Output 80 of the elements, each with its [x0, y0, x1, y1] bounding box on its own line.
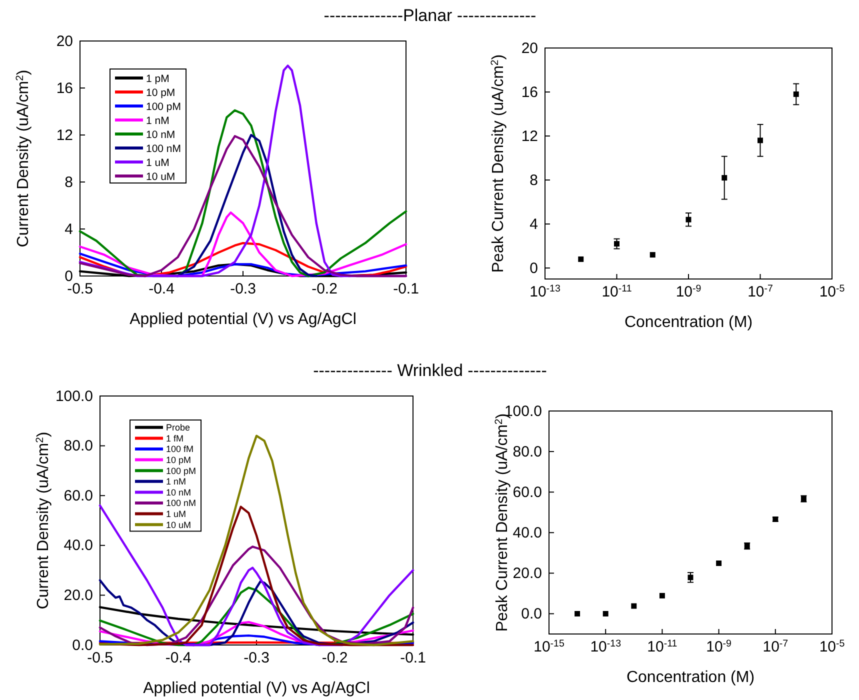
- y-tick-label: 8: [64, 174, 73, 191]
- legend-label: 100 pM: [146, 100, 182, 113]
- y-tick-label: 16: [521, 84, 538, 101]
- point: [716, 560, 722, 566]
- x-tick-label: 10$^{-5}$: [819, 283, 846, 301]
- point: [686, 216, 692, 222]
- legend-label: 1 nM: [166, 476, 186, 487]
- y-tick-label: 60.0: [64, 487, 93, 504]
- x-tick-label: 10$^{-5}$: [819, 638, 846, 656]
- point: [578, 256, 584, 262]
- point: [688, 574, 694, 580]
- x-tick-label: 10$^{-9}$: [706, 638, 732, 656]
- y-tick-label: 40.0: [64, 537, 93, 554]
- point: [659, 592, 665, 598]
- legend-label: 100 pM: [166, 466, 196, 476]
- line-series: [78, 211, 408, 278]
- point: [650, 252, 656, 258]
- y-tick-label: 4: [64, 220, 73, 238]
- legend-label: 1 uM: [166, 509, 186, 520]
- line-series: [98, 434, 414, 646]
- x-axis-title: Concentration (M): [626, 669, 755, 686]
- y-tick-label: 80.0: [512, 443, 542, 460]
- y-tick-label: 12: [56, 126, 73, 144]
- point: [631, 603, 637, 609]
- y-tick-label: 12: [521, 128, 538, 145]
- y-tick-label: 40.0: [512, 524, 542, 542]
- x-tick-label: -0.1: [400, 650, 426, 667]
- legend-label: 100 fM: [166, 444, 194, 454]
- x-tick-label: 10$^{-13}$: [530, 283, 560, 301]
- legend-label: 100 nM: [166, 498, 196, 508]
- y-tick-label: 8: [530, 172, 538, 189]
- x-tick-label: -0.1: [393, 280, 419, 298]
- legend-label: 1 nM: [146, 114, 170, 127]
- x-tick-label: 10$^{-11}$: [647, 638, 678, 656]
- x-tick-label: -0.4: [148, 280, 174, 298]
- y-tick-label: 4: [530, 216, 538, 233]
- x-tick-label: -0.2: [312, 280, 338, 298]
- y-tick-label: 20.0: [512, 564, 542, 582]
- legend-label: 10 uM: [146, 170, 176, 183]
- point: [758, 138, 763, 144]
- y-tick-label: 20: [521, 40, 538, 57]
- y-tick-label: 16: [56, 80, 73, 97]
- x-tick-label: 10$^{-13}$: [590, 638, 621, 656]
- x-tick-label: -0.3: [244, 650, 270, 667]
- x-tick-label: -0.3: [230, 280, 256, 298]
- y-tick-label: 20: [56, 32, 73, 50]
- point: [793, 91, 799, 97]
- chart-title: --------------Planar --------------: [324, 6, 536, 25]
- point: [614, 241, 620, 247]
- x-tick-label: 10$^{-7}$: [762, 638, 788, 656]
- point: [574, 610, 580, 616]
- x-tick-label: 10$^{-11}$: [602, 283, 632, 301]
- y-tick-label: 0: [530, 260, 538, 277]
- y-tick-label: 20.0: [64, 587, 93, 604]
- x-axis-title: Applied potential (V) vs Ag/AgCl: [143, 680, 370, 697]
- y-tick-label: 0.0: [521, 606, 542, 623]
- x-axis-title: Applied potential (V) vs Ag/AgCl: [130, 311, 356, 328]
- y-tick-label: 100.0: [55, 388, 93, 405]
- y-tick-label: 60.0: [512, 484, 542, 501]
- x-tick-label: 10$^{-7}$: [748, 283, 773, 301]
- x-tick-label: -0.4: [165, 650, 192, 667]
- legend-label: 1 uM: [146, 156, 170, 169]
- legend-label: 1 pM: [146, 72, 170, 85]
- point: [722, 175, 728, 181]
- y-tick-label: 80.0: [64, 438, 93, 455]
- legend-label: 10 uM: [166, 520, 192, 530]
- legend-label: Probe: [166, 422, 190, 433]
- legend-label: 10 nM: [166, 487, 192, 498]
- legend-label: 1 fM: [166, 433, 184, 444]
- x-tick-label: 10$^{-15}$: [534, 638, 565, 656]
- x-tick-label: 10$^{-9}$: [676, 283, 702, 301]
- line-series: [98, 546, 414, 646]
- x-axis-title: Concentration (M): [624, 314, 753, 331]
- point: [602, 610, 608, 616]
- x-tick-label: -0.2: [322, 650, 348, 667]
- legend-label: 10 pM: [146, 86, 176, 99]
- legend-label: 10 pM: [166, 455, 192, 466]
- legend-label: 10 nM: [146, 128, 176, 141]
- legend-label: 100 nM: [146, 142, 182, 155]
- chart-title: -------------- Wrinkled --------------: [313, 361, 547, 380]
